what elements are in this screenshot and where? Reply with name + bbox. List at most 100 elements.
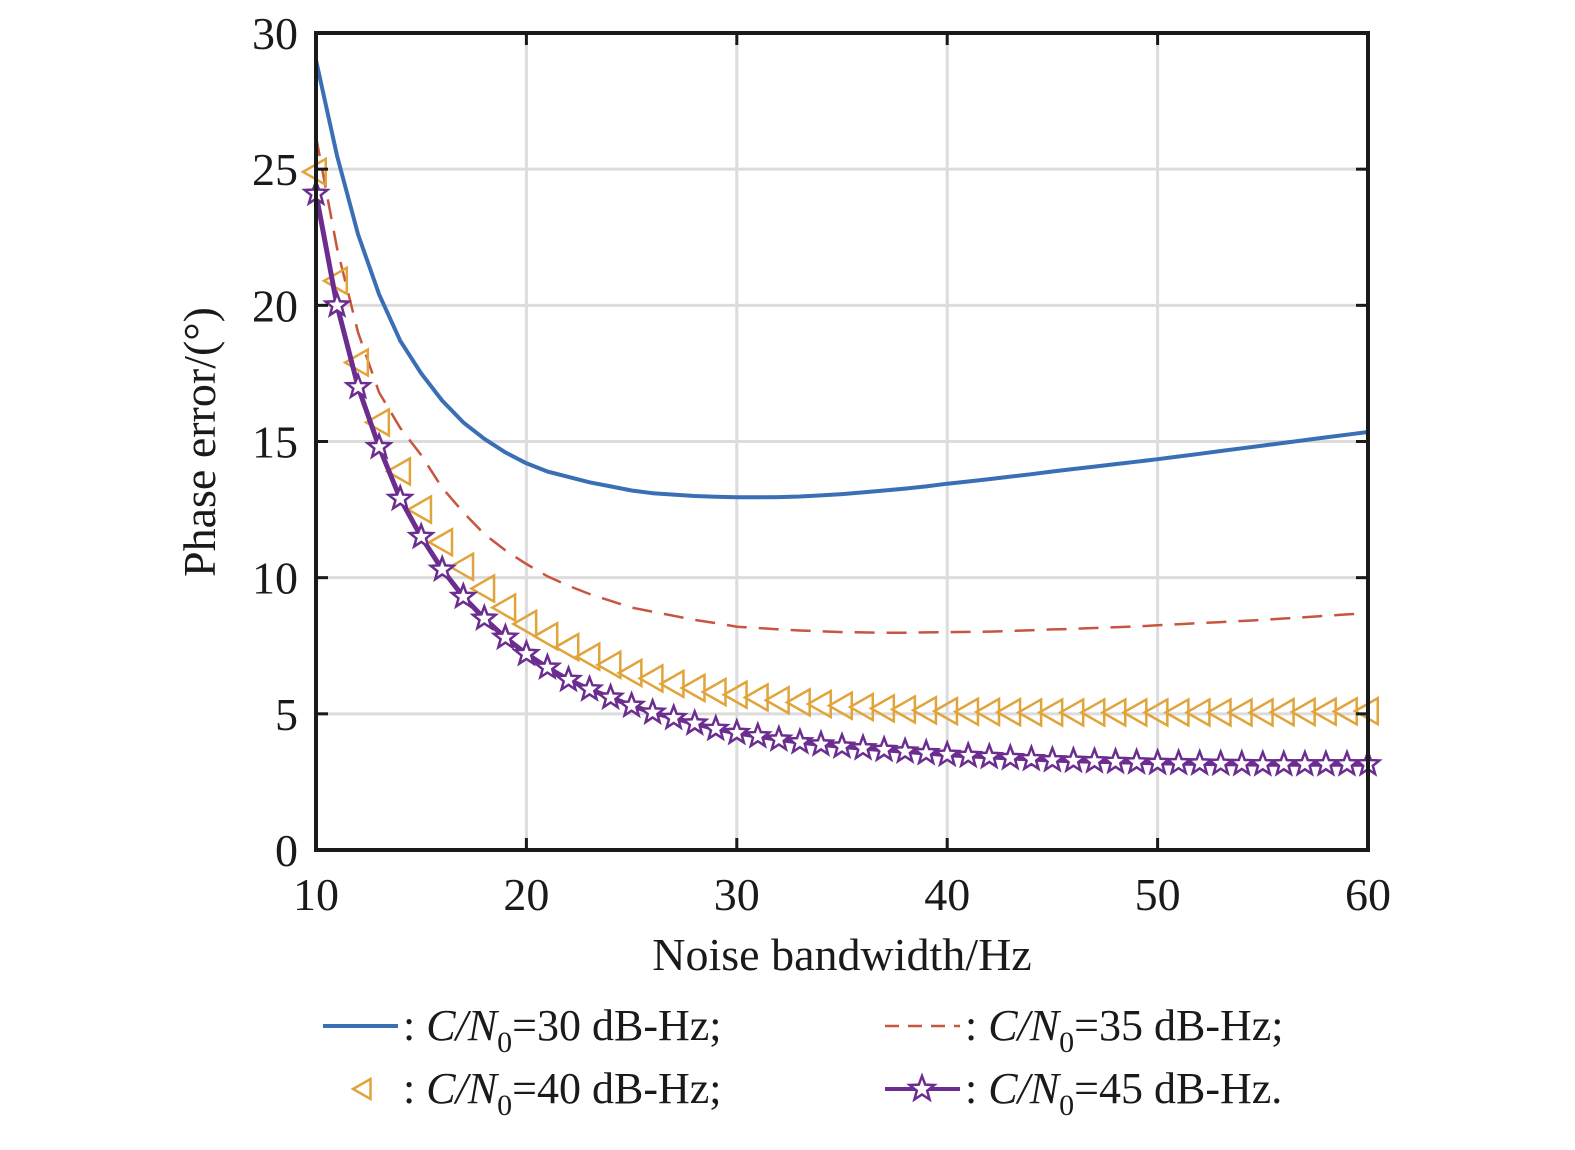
legend-triangle-icon	[350, 1076, 372, 1102]
series-line	[314, 59, 1369, 500]
data-point-triangle	[489, 592, 517, 623]
data-point-triangle	[552, 631, 580, 663]
y-axis-title: Phase error/(°)	[174, 307, 225, 577]
data-point-star	[1058, 745, 1089, 774]
data-point-star	[890, 735, 920, 764]
legend-star-icon	[906, 1072, 938, 1103]
y-tick-label: 20	[252, 280, 298, 331]
data-point-triangle	[700, 676, 727, 708]
data-point-star	[1269, 748, 1299, 777]
data-point-star	[553, 664, 584, 693]
data-point-star	[574, 673, 605, 702]
data-point-star	[679, 707, 710, 736]
x-axis-title: Noise bandwidth/Hz	[652, 929, 1031, 980]
data-point-triangle	[847, 691, 875, 723]
data-point-triangle	[889, 694, 917, 725]
data-point-triangle	[595, 649, 622, 680]
tick-labels: 10 20 30 40 50 60 0 5 10 15 20 25 30	[252, 8, 1391, 920]
x-tick-label: 40	[924, 869, 970, 920]
series-line	[314, 136, 1369, 634]
data-point-star	[1226, 748, 1257, 777]
data-point-star	[785, 726, 815, 755]
data-point-star	[848, 732, 878, 761]
data-point-star	[1163, 747, 1194, 776]
data-point-triangle	[868, 693, 896, 724]
x-tick-label: 60	[1345, 869, 1391, 920]
axes	[314, 31, 1370, 852]
data-point-triangle	[931, 695, 959, 727]
data-point-star	[1016, 743, 1047, 772]
data-point-star	[322, 289, 352, 318]
x-tick-label: 30	[714, 869, 760, 920]
legend-label: : C/N0=35 dB-Hz;	[965, 1001, 1284, 1059]
data-point-triangle	[510, 608, 538, 640]
data-point-star	[385, 483, 416, 512]
data-point-triangle	[574, 641, 601, 672]
data-point-star	[995, 742, 1026, 771]
legend-item-1: : C/N0=35 dB-Hz;	[885, 1001, 1284, 1059]
legend-label: : C/N0=40 dB-Hz;	[403, 1064, 722, 1122]
data-point-star	[1290, 748, 1320, 777]
data-point-star	[469, 602, 500, 632]
data-point-star	[722, 717, 752, 746]
data-point-star	[1121, 746, 1152, 775]
data-point-star	[1332, 748, 1362, 777]
data-point-triangle	[384, 456, 412, 487]
series-3	[301, 178, 1383, 777]
y-tick-label: 25	[252, 144, 298, 195]
data-point-star	[974, 741, 1005, 770]
data-point-triangle	[721, 679, 748, 710]
legend-item-3: : C/N0=45 dB-Hz.	[885, 1064, 1282, 1122]
series-1	[314, 136, 1369, 634]
legend-label: : C/N0=45 dB-Hz.	[965, 1064, 1282, 1122]
data-point-star	[932, 739, 963, 768]
data-point-star	[827, 730, 857, 760]
data-point-star	[490, 622, 521, 651]
data-point-star	[616, 690, 647, 719]
series-line	[313, 193, 1368, 767]
data-point-triangle	[468, 573, 496, 604]
data-point-star	[532, 651, 563, 681]
data-point-star	[406, 521, 436, 550]
data-point-star	[343, 371, 373, 400]
data-point-star	[511, 638, 542, 667]
data-point-star	[1100, 746, 1131, 775]
data-point-triangle	[447, 551, 475, 582]
y-tick-label: 0	[275, 825, 298, 876]
series-0	[314, 59, 1369, 500]
x-tick-label: 20	[503, 869, 549, 920]
data-point-triangle	[742, 682, 769, 713]
data-point-star	[1311, 748, 1341, 777]
data-point-star	[658, 702, 689, 731]
data-point-triangle	[342, 347, 370, 378]
x-tick-label: 50	[1135, 869, 1181, 920]
data-point-star	[764, 723, 794, 752]
data-point-star	[637, 696, 668, 726]
data-point-star	[869, 734, 899, 763]
data-point-star	[1184, 747, 1215, 777]
y-tick-label: 30	[252, 8, 298, 59]
legend-item-0: : C/N0=30 dB-Hz;	[323, 1001, 722, 1059]
data-point-triangle	[763, 685, 790, 716]
data-point-triangle	[616, 657, 643, 689]
y-tick-label: 5	[275, 689, 298, 740]
data-point-star	[595, 681, 626, 711]
grid-lines	[316, 33, 1368, 850]
data-point-triangle	[405, 494, 433, 525]
legend: : C/N0=30 dB-Hz;: C/N0=35 dB-Hz;: C/N0=4…	[323, 1001, 1284, 1122]
data-point-star	[911, 737, 942, 766]
data-point-star	[806, 728, 836, 757]
data-point-triangle	[363, 407, 391, 438]
data-point-star	[427, 553, 458, 583]
data-point-star	[364, 431, 394, 460]
legend-item-2: : C/N0=40 dB-Hz;	[350, 1064, 722, 1122]
data-point-triangle	[658, 668, 685, 700]
data-point-star	[1037, 744, 1068, 773]
data-point-star	[448, 581, 479, 610]
data-point-star	[700, 713, 731, 742]
data-point-star	[1079, 745, 1110, 774]
data-point-star	[1248, 748, 1278, 777]
data-point-triangle	[679, 672, 706, 704]
y-tick-label: 10	[252, 553, 298, 604]
